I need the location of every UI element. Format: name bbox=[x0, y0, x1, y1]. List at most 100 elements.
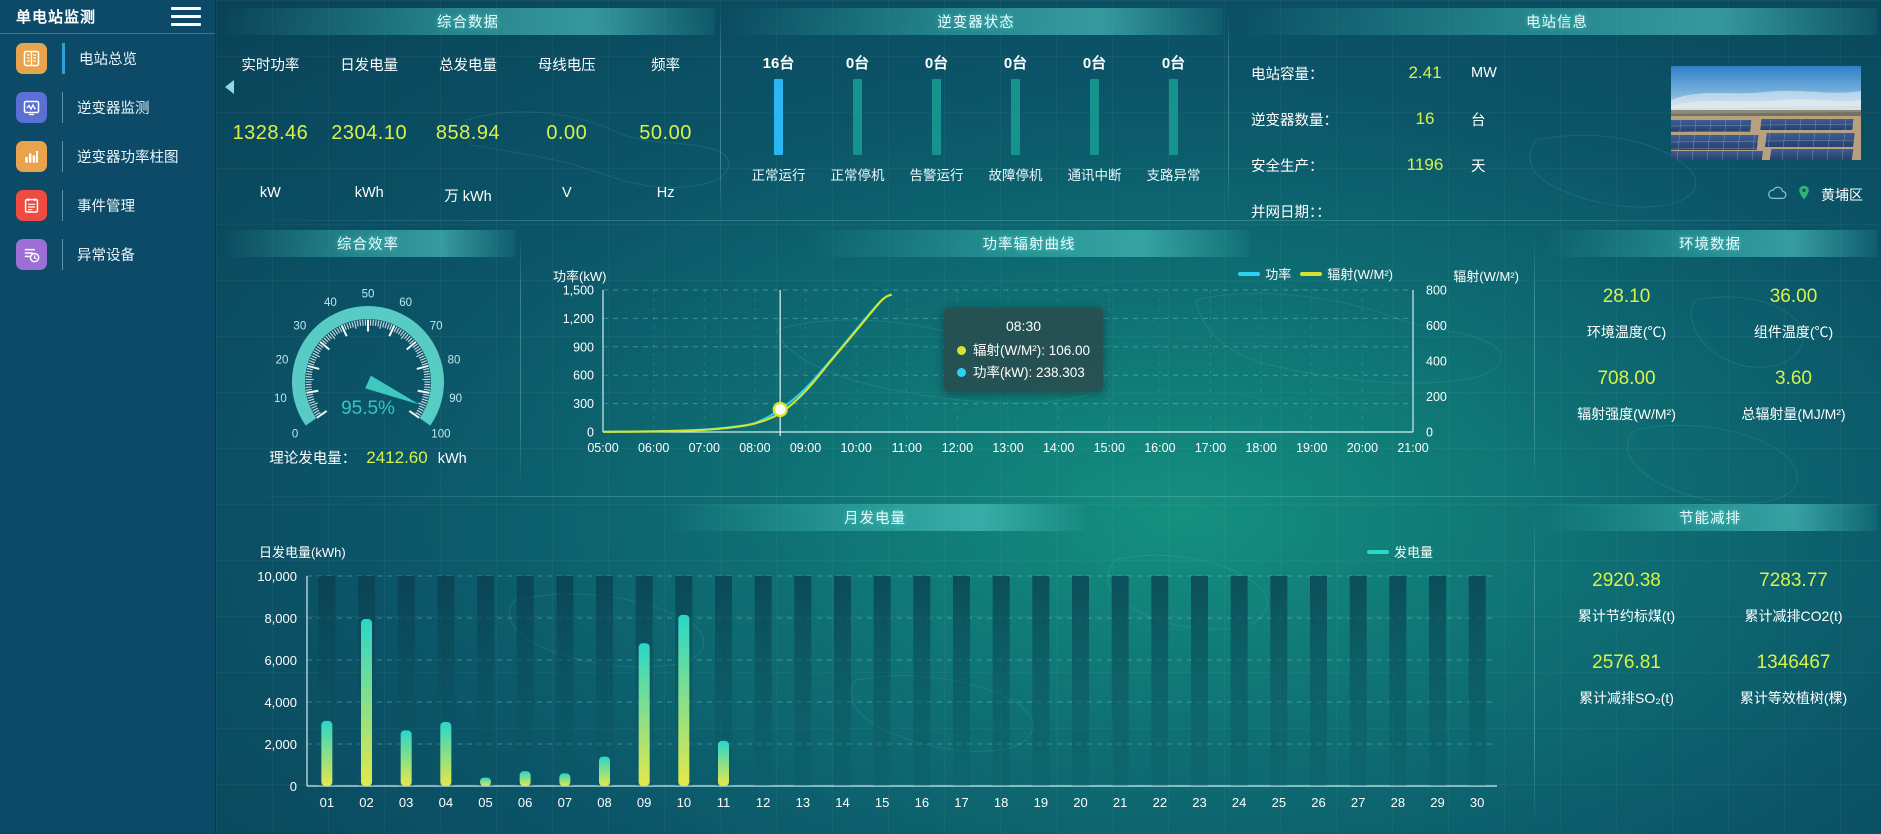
inverter-status-label: 正常停机 bbox=[830, 168, 885, 183]
chart2-xtick: 28 bbox=[1391, 795, 1405, 810]
chart2-bar[interactable] bbox=[718, 740, 729, 786]
inverter-status-label: 通讯中断 bbox=[1067, 168, 1122, 183]
inverter-status-panel: 逆变器状态 16台 正常运行 0台 正常停机 0台 告警运行 0台 故障停机 0台 通讯中断 0台支… bbox=[729, 8, 1223, 214]
sidebar-item-1[interactable]: 电站总览 bbox=[0, 34, 215, 83]
inverter-bar bbox=[932, 79, 941, 155]
chart2-ytick: 0 bbox=[290, 779, 297, 794]
gauge-tick bbox=[420, 360, 427, 364]
chart2-xtick: 23 bbox=[1192, 795, 1206, 810]
gauge-tick bbox=[340, 324, 348, 337]
sidebar-item-2[interactable]: 逆变器监测 bbox=[0, 83, 215, 132]
chart2-xtick: 18 bbox=[994, 795, 1008, 810]
chart2-xtick: 24 bbox=[1232, 795, 1246, 810]
chart2-ytick: 2,000 bbox=[264, 737, 297, 752]
station-info-unit: MW bbox=[1471, 65, 1497, 81]
station-info-row-2: 逆变器数量： 16 台 bbox=[1251, 96, 1543, 142]
metric-label: 组件温度(℃) bbox=[1753, 324, 1834, 340]
chart2-xtick: 02 bbox=[359, 795, 373, 810]
row-divider bbox=[222, 220, 1875, 221]
gauge-tick bbox=[356, 320, 359, 327]
sidebar-item-label: 电站总览 bbox=[79, 52, 137, 68]
legend-swatch bbox=[1366, 549, 1389, 554]
gauge-tick bbox=[374, 319, 377, 327]
chart2-bar[interactable] bbox=[519, 771, 531, 786]
chart2-bar[interactable] bbox=[638, 643, 650, 786]
sidebar-header: 单电站监测 bbox=[0, 0, 215, 34]
chart2-bar-track bbox=[1151, 576, 1169, 786]
sidebar-item-5[interactable]: 异常设备 bbox=[0, 230, 215, 279]
chart2-bar[interactable] bbox=[400, 730, 412, 786]
chart2-bar[interactable] bbox=[440, 721, 452, 786]
gauge-tick bbox=[316, 345, 323, 351]
chart1-legend-item-1[interactable]: 功率 bbox=[1238, 264, 1291, 283]
sidebar-item-3[interactable]: 逆变器功率柱图 bbox=[0, 132, 215, 181]
chart2-ytick: 4,000 bbox=[264, 695, 297, 710]
comprehensive-metric-3: 总发电量 858.94 万 kWh bbox=[419, 54, 518, 206]
chart2-xtick: 25 bbox=[1272, 795, 1286, 810]
chart2-bar-track bbox=[953, 576, 970, 786]
chart1-legend-item-2[interactable]: 辐射(W/M²) bbox=[1300, 264, 1393, 283]
saving-cell-4: 1346467 累计等效植树(棵) bbox=[1710, 652, 1877, 708]
gauge-tick bbox=[423, 367, 430, 371]
metric-value: 858.94 bbox=[435, 122, 501, 144]
hamburger-menu-icon[interactable] bbox=[171, 7, 201, 26]
gauge-tick bbox=[397, 328, 403, 335]
gauge-tick bbox=[418, 355, 425, 359]
sidebar-item-4[interactable]: 事件管理 bbox=[0, 181, 215, 230]
panel-title-power-curve: 功率辐射曲线 bbox=[809, 230, 1249, 257]
environment-metrics: 28.10 环境温度(℃) 36.00 组件温度(℃) 708.00 辐射强度(W/M²)… bbox=[1543, 270, 1877, 424]
chart2-legend-item-1[interactable]: 发电量 bbox=[1366, 542, 1433, 561]
power-irradiance-chart-panel: 功率辐射曲线 功率(kW) 辐射(W/M²) 功率 辐射(W/M²) 0 300 60… bbox=[529, 230, 1529, 490]
comprehensive-metric-1: 实时功率 1328.46 kW bbox=[221, 54, 320, 206]
inverter-status-item-4[interactable]: 0台 故障停机 bbox=[976, 52, 1055, 184]
gauge-tick bbox=[403, 333, 409, 340]
chart2-bar[interactable] bbox=[480, 777, 491, 786]
chart2-bar-track bbox=[1468, 576, 1486, 786]
tooltip-row-irradiance: 辐射(W/M²): 106.00 bbox=[957, 340, 1090, 362]
inverter-count: 0台 bbox=[1082, 55, 1107, 72]
gauge-tick bbox=[311, 405, 318, 409]
comprehensive-metric-5: 频率 50.00 Hz bbox=[616, 54, 715, 206]
chart1-xtick: 13:00 bbox=[992, 441, 1023, 455]
chart2-bar[interactable] bbox=[678, 614, 690, 786]
chart2-bar[interactable] bbox=[321, 720, 333, 786]
chart2-xtick: 29 bbox=[1430, 795, 1444, 810]
chart2-bar[interactable] bbox=[361, 619, 372, 786]
gauge-tick-label: 80 bbox=[448, 354, 461, 366]
gauge-tick-label: 60 bbox=[399, 297, 412, 309]
gauge-tick bbox=[338, 326, 343, 333]
cloud-icon[interactable] bbox=[1767, 186, 1787, 204]
chart2-xtick: 04 bbox=[439, 795, 453, 810]
gauge-tick bbox=[408, 410, 420, 419]
station-info-label: 电站容量： bbox=[1251, 66, 1324, 83]
metric-name: 母线电压 bbox=[537, 58, 596, 74]
chart2-ytick: 8,000 bbox=[264, 611, 297, 626]
panel-title-comprehensive: 综合数据 bbox=[221, 8, 715, 35]
power-irradiance-chart[interactable]: 0 300 600 900 1,200 1,500 0 200 400 600 800 05:00 06… bbox=[529, 264, 1529, 490]
gauge-tick-label: 50 bbox=[362, 289, 375, 301]
gauge-tick bbox=[359, 319, 362, 327]
panel-title-env: 环境数据 bbox=[1543, 230, 1877, 257]
chart2-bar[interactable] bbox=[559, 773, 571, 786]
chart2-bar[interactable] bbox=[599, 756, 610, 786]
chart2-xtick: 09 bbox=[637, 795, 651, 810]
gauge-tick bbox=[312, 407, 319, 412]
chart1-series-2 bbox=[602, 293, 893, 433]
inverter-status-item-2[interactable]: 0台 正常停机 bbox=[818, 52, 897, 184]
chart1-y2tick: 200 bbox=[1426, 390, 1447, 404]
chart1-hover-point bbox=[772, 401, 788, 418]
comprehensive-metric-4: 母线电压 0.00 V bbox=[517, 54, 616, 206]
chart1-xtick: 05:00 bbox=[587, 441, 618, 455]
inverter-status-item-1[interactable]: 16台 正常运行 bbox=[739, 52, 818, 184]
gauge-tick bbox=[413, 345, 420, 351]
gauge-tick-label: 10 bbox=[274, 393, 287, 405]
gauge-tick bbox=[416, 352, 424, 358]
inverter-status-item-6[interactable]: 0台 支路异常 bbox=[1134, 52, 1213, 184]
chart1-xtick: 06:00 bbox=[638, 441, 669, 455]
monthly-generation-chart[interactable]: 0 2,000 4,000 6,000 8,000 10,000 01 02 03 04 05 06 0… bbox=[221, 564, 1529, 832]
prev-station-arrow[interactable] bbox=[225, 80, 234, 94]
inverter-status-item-3[interactable]: 0台 告警运行 bbox=[897, 52, 976, 184]
chart1-legend: 功率 辐射(W/M²) bbox=[1238, 264, 1393, 283]
inverter-count: 16台 bbox=[762, 55, 795, 72]
inverter-status-item-5[interactable]: 0台通讯中断 bbox=[1055, 52, 1134, 184]
